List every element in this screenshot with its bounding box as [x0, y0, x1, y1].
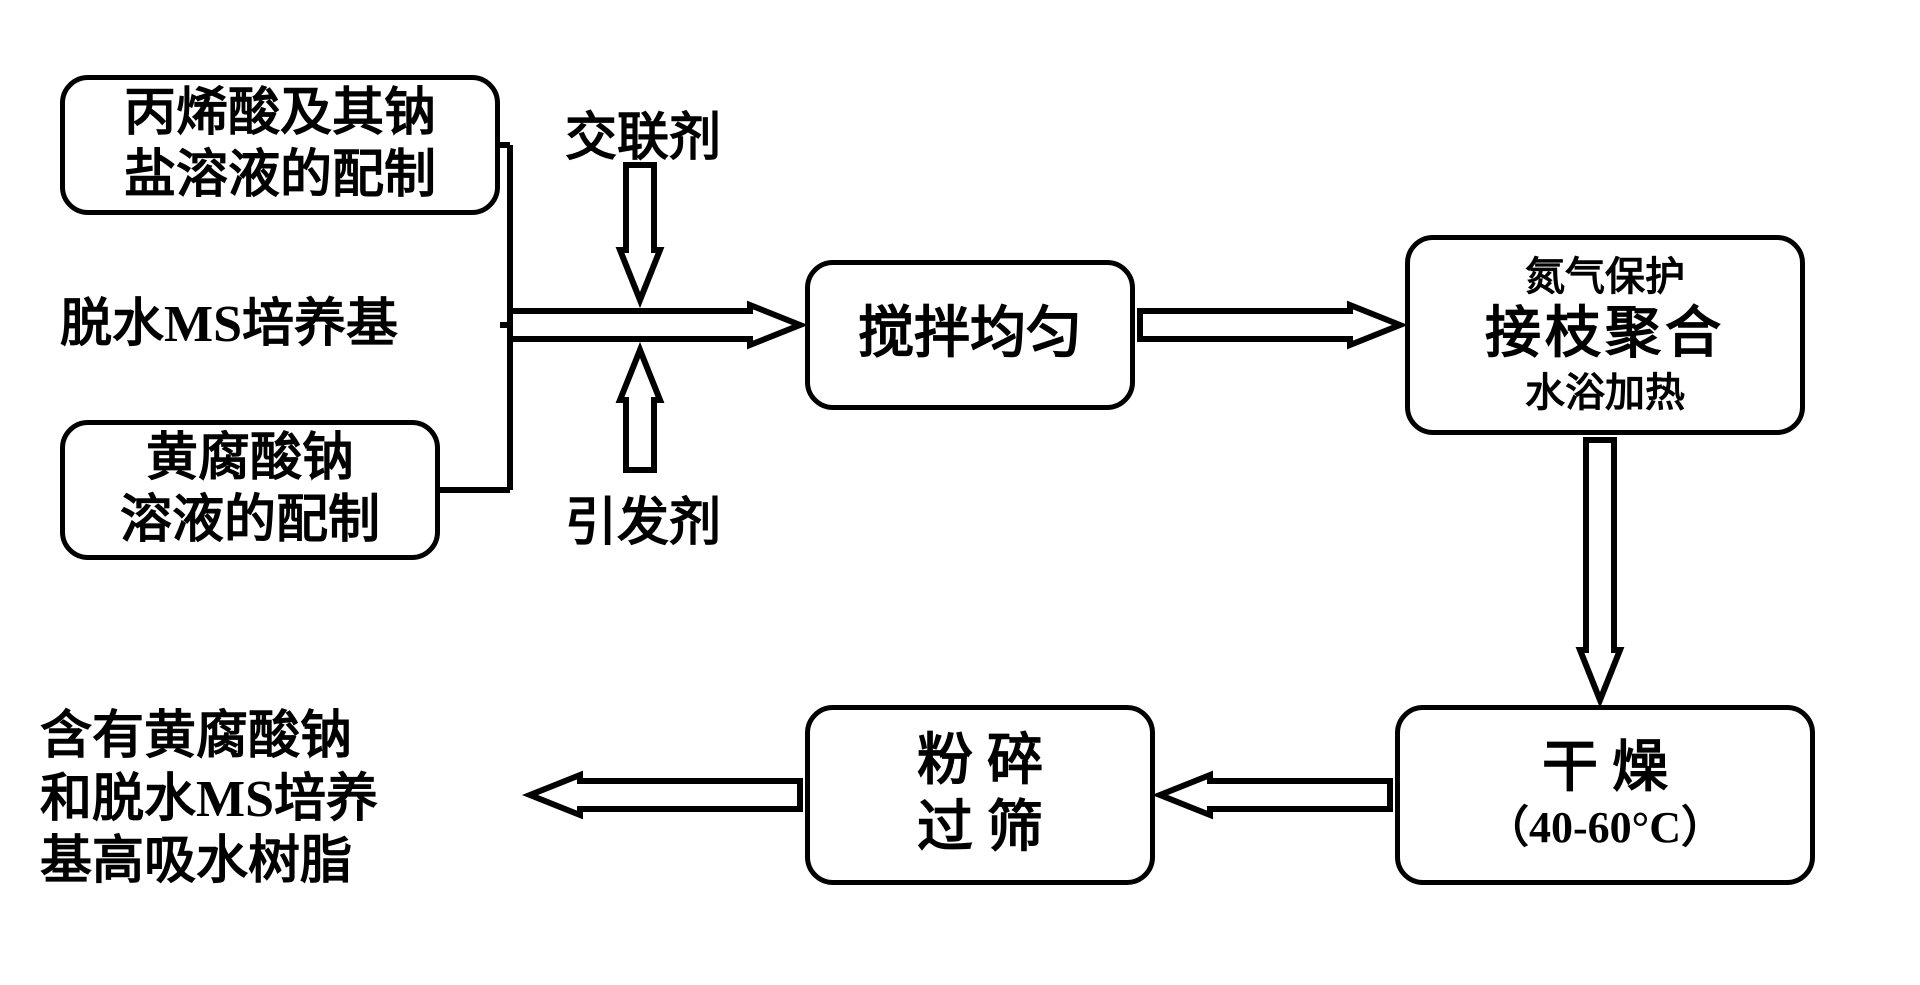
node-line-main: 接枝聚合 — [1485, 301, 1725, 368]
label-initiator: 引发剂 — [565, 480, 721, 555]
node-line: 溶液的配制 — [120, 490, 380, 552]
node-line: 过 筛 — [917, 795, 1043, 862]
node-line: 盐溶液的配制 — [124, 145, 436, 207]
node-dry: 干 燥 （40-60°C） — [1395, 705, 1815, 885]
node-graft-polymerization: 氮气保护 接枝聚合 水浴加热 — [1405, 235, 1805, 435]
node-crush-sieve: 粉 碎 过 筛 — [805, 705, 1155, 885]
node-line: 粉 碎 — [917, 728, 1043, 795]
label-crosslinker: 交联剂 — [565, 95, 721, 170]
node-line-sub: （40-60°C） — [1485, 802, 1725, 855]
node-ms-medium: 脱水MS培养基 — [60, 290, 500, 360]
node-sodium-fulvate-prep: 黄腐酸钠 溶液的配制 — [60, 420, 440, 560]
node-line-main: 干 燥 — [1542, 735, 1668, 802]
node-line: 脱水MS培养基 — [60, 294, 398, 356]
node-line: 搅拌均匀 — [858, 301, 1082, 368]
node-line: 黄腐酸钠 — [146, 428, 354, 490]
flowchart-canvas: 丙烯酸及其钠 盐溶液的配制 脱水MS培养基 黄腐酸钠 溶液的配制 搅拌均匀 氮气… — [0, 0, 1920, 985]
node-acrylic-acid-prep: 丙烯酸及其钠 盐溶液的配制 — [60, 75, 500, 215]
node-line-small: 氮气保护 — [1525, 253, 1685, 301]
node-mix: 搅拌均匀 — [805, 260, 1135, 410]
node-line-small: 水浴加热 — [1525, 369, 1685, 417]
node-line: 含有黄腐酸钠 — [40, 706, 352, 768]
node-line: 基高吸水树脂 — [40, 831, 352, 893]
node-output-resin: 含有黄腐酸钠 和脱水MS培养 基高吸水树脂 — [40, 700, 520, 900]
node-line: 丙烯酸及其钠 — [124, 83, 436, 145]
node-line: 和脱水MS培养 — [40, 769, 378, 831]
